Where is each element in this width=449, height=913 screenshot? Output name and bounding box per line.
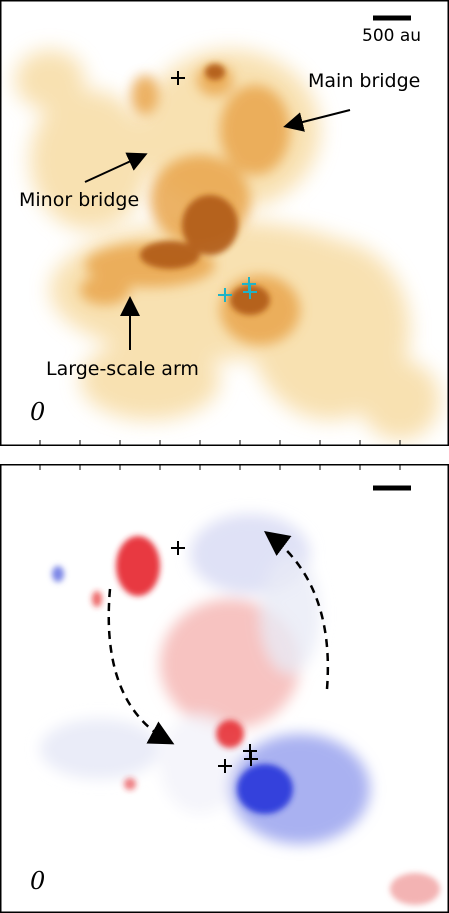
flow-arrow-left bbox=[107, 588, 175, 745]
large-scale-arm-label: Large-scale arm bbox=[46, 358, 199, 380]
protostar-marker-black bbox=[171, 71, 185, 85]
scale-bar-label: 500 au bbox=[362, 26, 422, 46]
velocity-map bbox=[0, 464, 449, 913]
minor-bridge-label: Minor bridge bbox=[19, 189, 140, 211]
tick-marks bbox=[39, 464, 401, 470]
main-bridge-arrow bbox=[283, 109, 351, 132]
minor-bridge-arrow bbox=[84, 152, 148, 183]
main-bridge-label: Main bridge bbox=[308, 70, 421, 92]
velocity-strong bbox=[52, 536, 440, 905]
intensity-map bbox=[0, 0, 449, 446]
intensity-map-panel: 500 au Main bridge Minor bridge Large-sc… bbox=[0, 0, 449, 446]
velocity-map-panel: 0 bbox=[0, 464, 449, 913]
flow-arrow-right bbox=[263, 531, 330, 690]
beam-ellipse: 0 bbox=[30, 867, 46, 895]
tick-marks bbox=[39, 440, 401, 446]
frame bbox=[0, 0, 449, 446]
velocity-light bbox=[40, 514, 370, 844]
beam-ellipse: 0 bbox=[30, 398, 46, 426]
emission-dark bbox=[140, 64, 270, 315]
emission-light bbox=[15, 50, 440, 440]
protostar-marker-black bbox=[171, 541, 258, 773]
protostar-marker-cyan bbox=[218, 277, 257, 302]
frame bbox=[0, 464, 449, 913]
